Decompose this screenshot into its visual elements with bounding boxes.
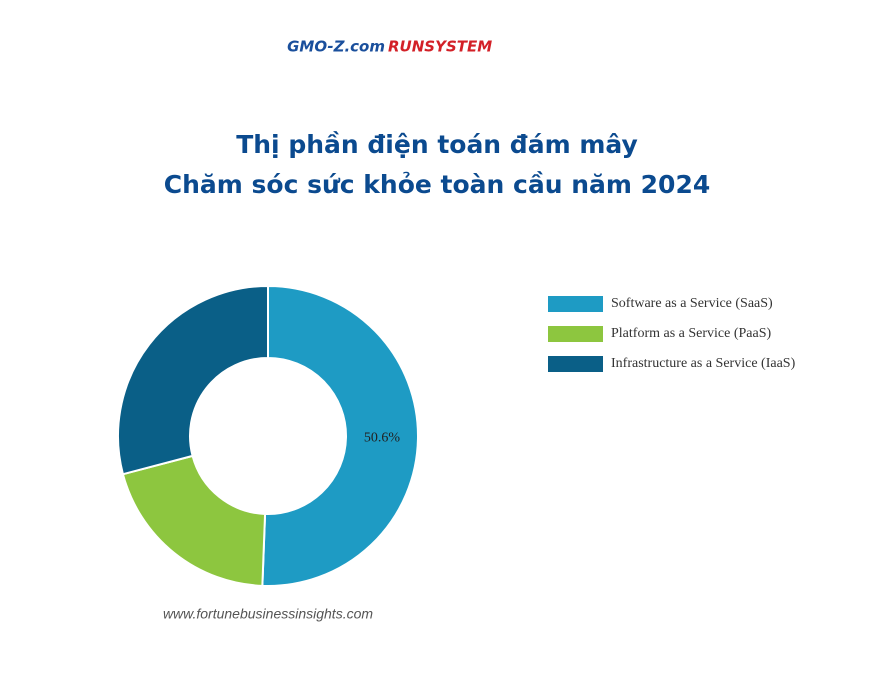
chart-title: Thị phần điện toán đám mây — [236, 130, 638, 159]
legend-label: Software as a Service (SaaS) — [611, 296, 773, 311]
legend-swatch — [548, 326, 603, 342]
donut-slice — [121, 454, 267, 587]
logo-gmo: GMO-Z.com — [287, 38, 385, 56]
legend-label: Platform as a Service (PaaS) — [611, 326, 772, 341]
logo-runsystem: RUNSYSTEM — [388, 38, 492, 56]
data-label: 50.6% — [364, 430, 401, 445]
legend-swatch — [548, 356, 603, 372]
donut-slice — [261, 284, 419, 587]
legend-swatch — [548, 296, 603, 312]
donut-slice — [117, 284, 269, 476]
legend-label: Infrastructure as a Service (IaaS) — [611, 356, 796, 371]
chart-title: Chăm sóc sức khỏe toàn cầu năm 2024 — [164, 170, 711, 199]
source: www.fortunebusinessinsights.com — [163, 606, 373, 622]
